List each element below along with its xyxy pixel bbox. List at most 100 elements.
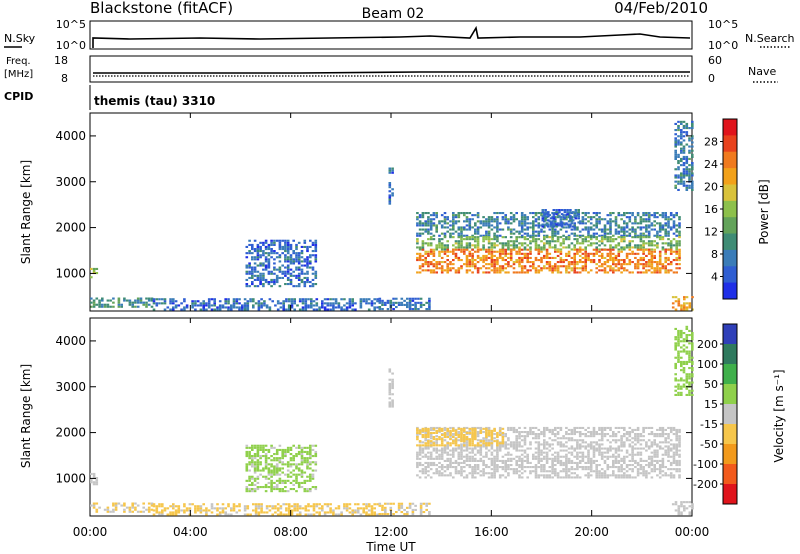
data-cell [592,455,596,458]
data-cell [565,476,568,479]
data-cell [443,212,447,215]
data-cell [639,240,643,243]
data-cell [381,303,384,306]
data-cell [518,474,521,477]
data-cell [600,228,604,231]
data-cell [487,426,491,429]
data-cell [427,431,430,434]
data-cell [416,216,419,219]
data-cell [408,506,412,509]
data-cell [296,304,299,307]
data-cell [438,240,441,243]
data-cell [675,244,678,247]
data-cell [609,447,612,450]
data-cell [664,212,667,215]
data-cell [603,244,607,247]
data-cell [286,252,290,255]
data-cell [245,455,249,458]
data-cell [534,242,538,245]
data-cell [577,217,580,220]
data-cell [306,250,309,253]
data-cell [645,261,648,264]
data-cell [284,241,287,244]
data-cell [523,265,527,268]
data-cell [571,219,575,222]
data-cell [278,254,282,257]
data-cell [551,461,554,464]
data-cell [667,218,670,221]
data-cell [216,308,219,311]
data-cell [595,252,598,255]
data-cell [620,441,623,444]
data-cell [424,230,427,233]
data-cell [443,447,447,450]
data-cell [248,490,251,493]
data-cell [490,474,494,477]
data-cell [474,470,477,473]
data-cell [667,242,670,245]
data-cell [598,428,601,431]
data-cell [520,457,524,460]
freq-strip-frame [89,55,693,83]
data-cell [628,216,632,219]
data-cell [400,504,404,507]
data-cell [428,306,431,309]
data-cell [677,383,680,386]
data-cell [264,461,268,464]
data-cell [282,306,285,309]
data-cell [642,439,645,442]
data-cell [432,464,436,467]
data-cell [452,220,455,223]
cpid-value: themis (tau) 3310 [94,94,215,108]
data-cell [631,453,634,456]
data-cell [106,299,110,302]
data-cell [600,437,604,440]
data-cell [463,466,466,469]
data-cell [256,463,260,466]
data-cell [636,474,640,477]
data-cell [391,403,394,406]
data-cell [614,232,618,235]
data-cell [614,439,618,442]
data-cell [569,211,572,214]
data-cell [501,250,505,253]
data-cell [457,455,461,458]
data-cell [311,266,315,269]
data-cell [639,226,643,229]
data-cell [297,486,301,489]
data-cell [427,244,430,247]
data-cell [653,212,656,215]
data-cell [485,431,488,434]
data-cell [631,451,634,454]
data-cell [270,270,273,273]
data-cell [443,234,447,237]
data-cell [468,236,472,239]
data-cell [476,254,480,257]
data-cell [449,234,452,237]
data-cell [482,256,485,259]
data-cell [554,263,557,266]
data-cell [677,182,680,185]
data-cell [264,258,268,261]
data-cell [573,214,576,217]
data-cell [620,439,623,442]
data-cell [520,468,524,471]
data-cell [664,261,667,264]
data-cell [378,308,382,311]
data-cell [300,455,304,458]
data-cell [227,503,230,506]
data-cell [639,263,643,266]
data-cell [661,238,665,241]
data-cell [650,242,654,245]
data-cell [365,505,368,508]
data-cell [150,504,154,507]
data-cell [678,267,681,270]
data-cell [501,246,505,249]
data-cell [558,215,561,218]
data-cell [623,228,626,231]
data-cell [636,441,640,444]
data-cell [589,447,593,450]
data-cell [297,252,301,255]
data-cell [457,232,461,235]
data-cell [248,469,251,472]
